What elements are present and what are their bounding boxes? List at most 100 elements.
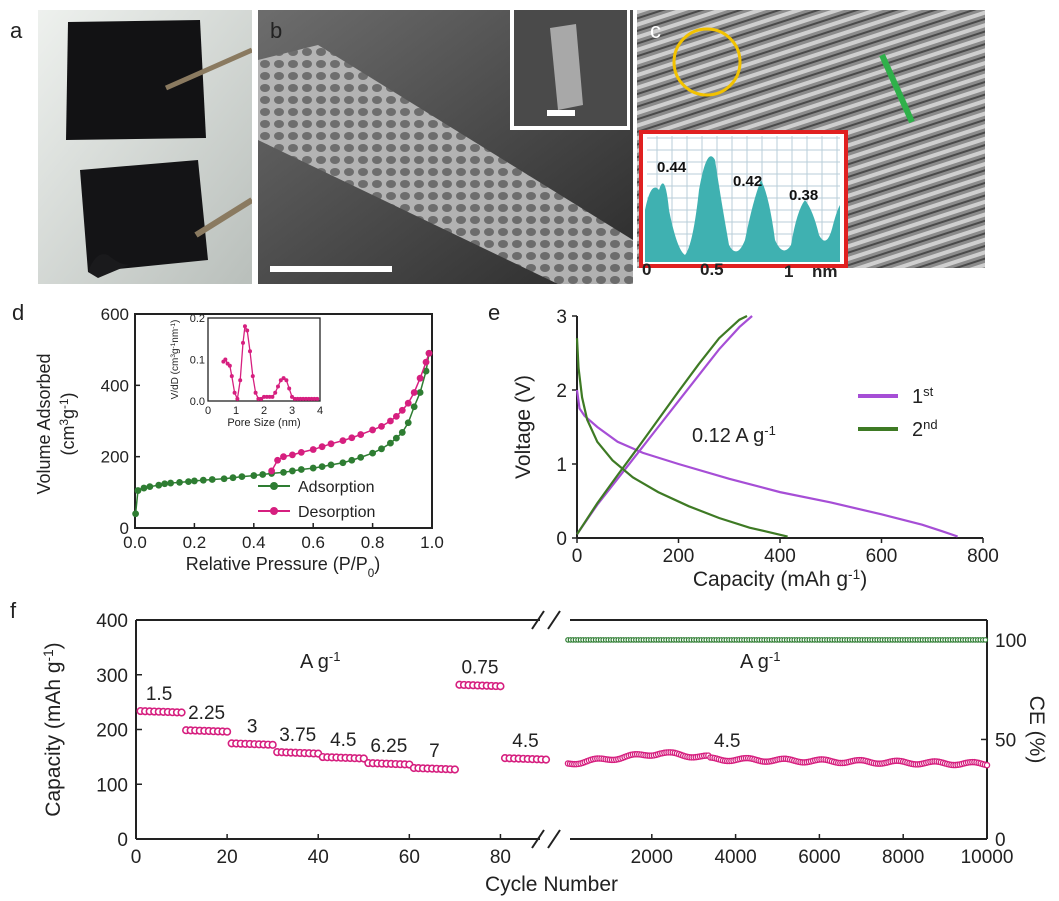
inset-point-d — [304, 396, 308, 401]
long-cycle-rate-label-f: 4.5 — [714, 731, 740, 752]
x-tick-label-e: 200 — [663, 546, 695, 567]
y2-tick-label-f: 0 — [995, 830, 1006, 851]
chart-e: 0 200 400 600 800 0 1 2 3 Capacity (mAh g-1) Volta… — [512, 307, 999, 592]
inset-point-d — [256, 396, 261, 401]
point-desorption-d — [309, 446, 317, 453]
legend-label-d: Desorption — [298, 504, 375, 521]
point-adsorption-d — [404, 419, 412, 427]
inset-point-d — [267, 394, 272, 399]
x-tick-label-left-f: 40 — [308, 847, 329, 868]
inset-point-d — [232, 390, 237, 395]
inset-point-d — [259, 396, 264, 401]
inset-x-tick-label-d: 1 — [233, 405, 239, 417]
point-adsorption-d — [199, 476, 207, 484]
x-tick-label-d: 0.6 — [301, 533, 325, 552]
point-desorption-d — [268, 467, 276, 475]
x-tick-label-d: 0.8 — [361, 533, 385, 552]
inset-point-d — [295, 396, 300, 401]
y-tick-label-f: 100 — [96, 775, 128, 796]
legend-label-e: 1st — [912, 384, 934, 409]
point-adsorption-d — [191, 477, 198, 485]
panel-label-a: a — [10, 18, 23, 43]
x-tick-label-right-f: 6000 — [798, 847, 840, 868]
inset-point-d — [287, 386, 292, 391]
point-adsorption-d — [250, 472, 258, 479]
inset-point-d — [270, 394, 275, 399]
inset-point-d — [312, 396, 317, 401]
rate-label-f: 3 — [247, 716, 258, 737]
inset-point-d — [301, 396, 306, 401]
inset-point-d — [242, 324, 247, 329]
point-adsorption-d — [357, 453, 365, 461]
y-tick-label-e: 2 — [556, 381, 567, 402]
x-tick-label-right-f: 2000 — [631, 847, 673, 868]
point-desorption-d — [422, 358, 430, 366]
inset-y-tick-label-d: 0.2 — [190, 313, 205, 325]
profile-axis-unit: nm — [812, 262, 838, 281]
point-adsorption-d — [339, 459, 347, 467]
y2-tick-label-f: 100 — [995, 631, 1027, 652]
point-adsorption-d — [309, 464, 317, 472]
sem-image-b — [258, 10, 633, 284]
profile-axis-tick-0: 0 — [642, 260, 652, 279]
rate-label-f: 1.5 — [146, 684, 172, 705]
inset-y-tick-label-d: 0.1 — [190, 355, 205, 367]
y-tick-label-f: 200 — [96, 721, 128, 742]
point-desorption-d — [318, 443, 326, 451]
curve-0-e — [575, 389, 958, 538]
axis-break-mark-f — [547, 610, 561, 630]
rate-label-f: 2.25 — [188, 703, 225, 724]
inset-point-d — [273, 390, 278, 395]
yellow-circle-marker — [672, 27, 742, 97]
point-adsorption-d — [297, 466, 305, 473]
inset-point-d — [264, 394, 269, 399]
point-desorption-d — [339, 437, 347, 445]
point-adsorption-d — [229, 474, 237, 482]
inset-point-d — [245, 328, 250, 333]
x-axis-label-f: Cycle Number — [485, 873, 618, 896]
legend-marker-d — [270, 507, 278, 515]
panel-label-f: f — [10, 598, 17, 623]
point-desorption-d — [369, 426, 376, 434]
axis-break-mark-f — [531, 829, 545, 849]
x-tick-label-e: 0 — [572, 546, 583, 567]
chart-d: 0.0 0.2 0.4 0.6 0.8 1.0 0 200 400 600 Relative Pre… — [34, 305, 444, 580]
photo-c: 0.44 0.42 0.38 — [637, 10, 985, 268]
point-adsorption-d — [176, 478, 183, 486]
point-desorption-d — [404, 399, 412, 407]
rate-point-f — [496, 682, 505, 691]
point-adsorption-d — [259, 471, 267, 478]
y-axis-label-line2-d: (cm3g-1) — [58, 393, 79, 456]
panel-label-d: d — [12, 300, 25, 325]
peak-label-1: 0.44 — [657, 159, 687, 176]
y-tick-label-e: 1 — [556, 455, 567, 476]
inset-x-label-d: Pore Size (nm) — [227, 417, 300, 429]
y-tick-label-e: 3 — [556, 307, 567, 328]
inset-point-d — [276, 384, 280, 389]
x-tick-label-e: 600 — [866, 546, 898, 567]
point-desorption-d — [289, 451, 296, 459]
y2-axis-label-f: CE (%) — [1025, 696, 1048, 764]
point-adsorption-d — [318, 463, 326, 471]
rate-label-f: 7 — [429, 741, 440, 762]
photo-a — [38, 10, 252, 284]
rate-label-f: 3.75 — [279, 725, 316, 746]
inset-y-tick-label-d: 0.0 — [190, 396, 205, 408]
photo-a-graphic — [38, 10, 252, 284]
point-adsorption-d — [378, 445, 385, 453]
panel-label-e: e — [488, 300, 501, 325]
plot-frame-d — [134, 313, 433, 529]
inset-point-d — [284, 378, 289, 383]
y-tick-label-f: 0 — [117, 830, 128, 851]
inset-point-d — [235, 396, 240, 401]
point-adsorption-d — [134, 487, 142, 494]
point-desorption-d — [387, 417, 394, 425]
x-axis-label-e: Capacity (mAh g-1) — [693, 567, 867, 592]
point-desorption-d — [425, 349, 433, 357]
x-tick-label-left-f: 20 — [217, 847, 238, 868]
y-tick-label-d: 0 — [120, 519, 129, 538]
inset-x-tick-label-d: 3 — [289, 405, 295, 417]
inset-point-d — [227, 363, 232, 368]
inset-point-d — [309, 396, 314, 401]
point-desorption-d — [378, 422, 385, 430]
